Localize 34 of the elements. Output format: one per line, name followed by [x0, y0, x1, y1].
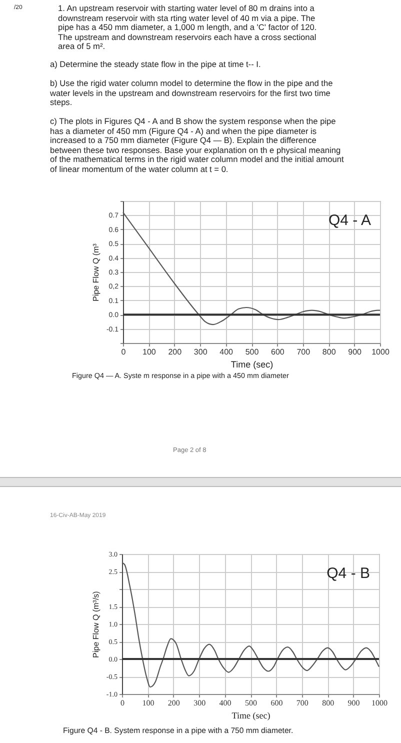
x-tick-label: 600: [271, 348, 285, 356]
x-tick-label: 500: [245, 348, 260, 356]
x-tick-label: 700: [296, 348, 311, 356]
text: b) Use the rigid water column model to determine the flow in the pipe and the water levels in the upstream and downstream reservoirs for the first two time steps.: [50, 78, 334, 108]
x-tick-label: 400: [220, 348, 234, 356]
x-tick-label: 900: [348, 348, 362, 356]
y-axis-title: Pipe Flow Q (m³/s): [91, 590, 100, 658]
x-tick-label: 0: [120, 698, 124, 708]
line-series: [122, 212, 381, 326]
x-tick-label: 800: [322, 348, 336, 356]
x-tick-label: 300: [194, 348, 208, 356]
x-tick-label: 100: [142, 698, 154, 708]
x-axis-title: Time (sec): [232, 710, 270, 720]
annotation: Q4 - A: [328, 212, 371, 229]
annotation: Q4 - B: [326, 565, 370, 582]
line-series: [121, 562, 380, 688]
x-tick-label: 1000: [372, 698, 388, 708]
text: 1. An upstream reservoir with starting water level of 80 m drains into a downstream reservoir with sta rting water level of 40 m via a pipe. The pipe has a 450 mm diameter, a 1,000 m length, and a 'C' factor of 120. The upstream and downstream reservoirs each have a cross sectional area of 5 m².: [58, 3, 318, 52]
x-tick-label: 0: [121, 348, 126, 356]
x-tick-label: 1000: [372, 348, 390, 356]
x-tick-label: 500: [245, 698, 257, 708]
x-tick-label: 700: [296, 698, 308, 708]
y-axis-title: Pipe Flow Q (m³: [91, 243, 100, 302]
x-tick-label: 600: [270, 698, 283, 708]
x-tick-label: 400: [219, 698, 232, 708]
x-tick-label: 200: [168, 698, 180, 708]
x-tick-label: 900: [348, 698, 360, 708]
x-tick-label: 300: [194, 698, 206, 708]
x-tick-label: 200: [168, 348, 182, 356]
x-tick-label: 100: [142, 348, 156, 356]
x-tick-label: 800: [322, 698, 334, 708]
text: a) Determine the steady state flow in the pipe at time t-- I.: [50, 59, 262, 70]
text: c) The plots in Figures Q4 - A and B show the system response when the pipe has a diameter of 450 mm (Figure Q4 - A) and when the pipe diameter is increased to a 750 mm diameter (Figure Q4 — B). Explain the difference between these two responses. Base your explanation on th e physical meaning of the mathematical terms in the rigid water column model and the initial amount of linear momentum of the water column at t = 0.: [50, 116, 345, 175]
x-axis-title: Time (sec): [230, 360, 274, 370]
